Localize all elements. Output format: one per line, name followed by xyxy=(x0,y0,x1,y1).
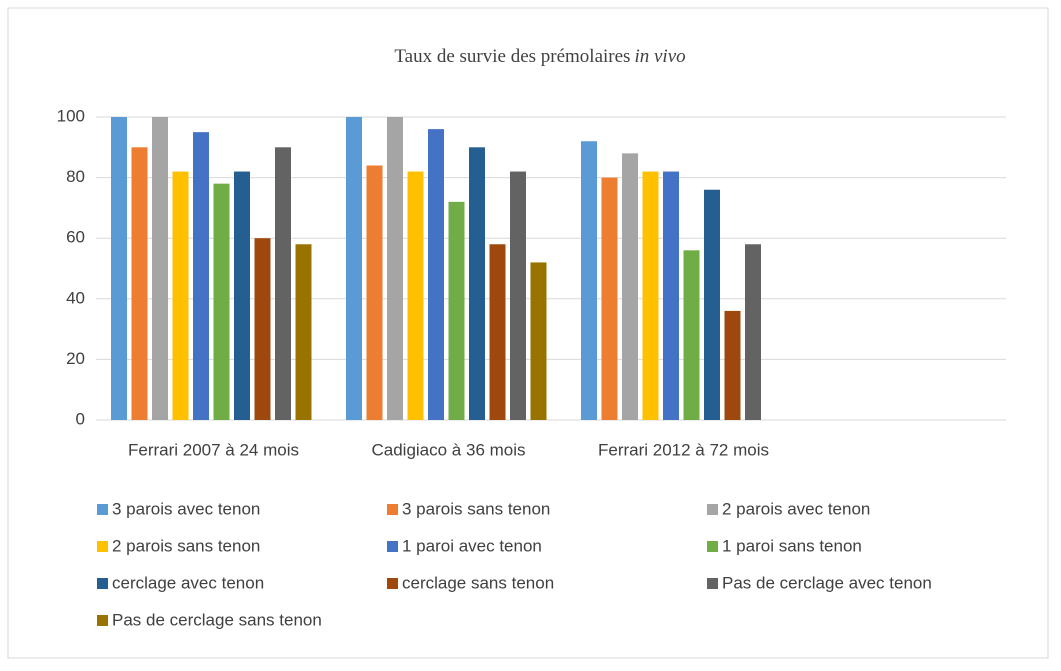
bar xyxy=(131,147,148,421)
legend-swatch xyxy=(97,504,108,515)
x-tick-label: Ferrari 2007 à 24 mois xyxy=(128,440,299,459)
bar xyxy=(407,171,424,420)
bar xyxy=(193,132,209,420)
title-text: Taux de survie des prémolaires xyxy=(394,46,630,67)
bar xyxy=(366,165,383,420)
bar xyxy=(704,189,720,420)
bar xyxy=(275,147,291,421)
legend-label: 1 paroi sans tenon xyxy=(722,536,862,555)
bar xyxy=(530,262,547,420)
x-tick-label: Cadigiaco à 36 mois xyxy=(371,440,525,459)
bar xyxy=(510,171,526,420)
bar xyxy=(295,244,312,420)
legend-label: Pas de cerclage avec tenon xyxy=(722,573,932,592)
bar xyxy=(489,244,506,420)
bar xyxy=(642,171,659,420)
chart-title: Taux de survie des prémolaires in vivo xyxy=(394,46,685,67)
bar xyxy=(601,177,618,420)
y-tick-label: 0 xyxy=(76,409,85,428)
bar xyxy=(387,117,403,420)
y-tick-label: 80 xyxy=(66,167,85,186)
bar xyxy=(581,141,597,421)
legend-swatch xyxy=(97,615,108,626)
bar xyxy=(152,117,168,420)
legend-label: Pas de cerclage sans tenon xyxy=(112,610,322,629)
legend-label: cerclage sans tenon xyxy=(402,573,554,592)
bar xyxy=(622,153,638,421)
legend-swatch xyxy=(97,578,108,589)
bar xyxy=(663,171,679,420)
bar xyxy=(448,201,465,420)
legend-label: 3 parois avec tenon xyxy=(112,499,260,518)
bar xyxy=(111,117,127,420)
legend-swatch xyxy=(97,541,108,552)
legend-swatch xyxy=(387,541,398,552)
bar xyxy=(683,250,700,420)
bar xyxy=(172,171,189,420)
y-tick-label: 60 xyxy=(66,228,85,247)
y-tick-label: 20 xyxy=(66,349,85,368)
bar xyxy=(745,244,761,420)
legend-swatch xyxy=(707,504,718,515)
legend-label: 3 parois sans tenon xyxy=(402,499,550,518)
legend-swatch xyxy=(707,578,718,589)
bar xyxy=(428,129,444,420)
legend-swatch xyxy=(387,578,398,589)
bar xyxy=(234,171,250,420)
bar xyxy=(724,310,741,420)
legend-label: 1 paroi avec tenon xyxy=(402,536,542,555)
bar xyxy=(469,147,485,421)
bar xyxy=(213,183,230,420)
legend-swatch xyxy=(707,541,718,552)
legend-label: 2 parois sans tenon xyxy=(112,536,260,555)
title-emphasis: in vivo xyxy=(634,46,685,67)
y-tick-label: 40 xyxy=(66,288,85,307)
legend-label: cerclage avec tenon xyxy=(112,573,264,592)
y-tick-label: 100 xyxy=(57,106,85,125)
legend-label: 2 parois avec tenon xyxy=(722,499,870,518)
x-tick-label: Ferrari 2012 à 72 mois xyxy=(598,440,769,459)
bar xyxy=(254,238,271,420)
legend-swatch xyxy=(387,504,398,515)
bar xyxy=(346,117,362,420)
